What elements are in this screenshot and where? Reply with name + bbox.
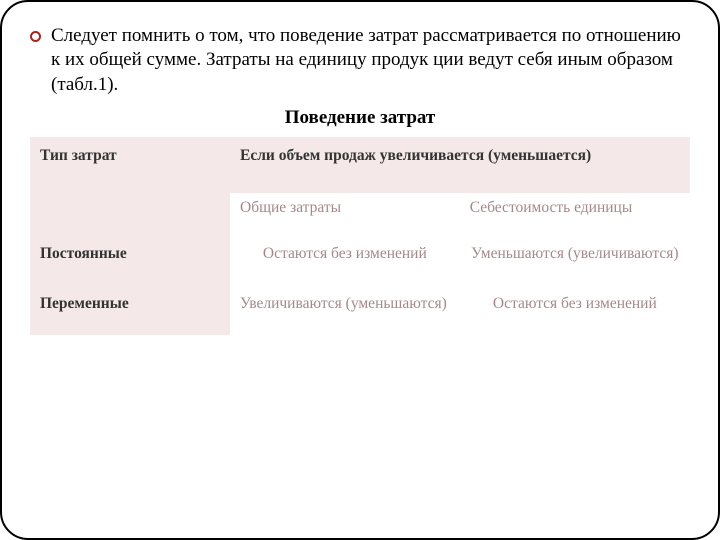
row-label-fixed: Постоянные	[30, 235, 230, 285]
cell-variable-unit: Остаются без изменений	[460, 285, 690, 335]
table-header-row: Тип затрат Если объем продаж увеличивает…	[30, 137, 690, 193]
table-row: Переменные Увеличиваются (уменьшаются) О…	[30, 285, 690, 335]
intro-text: Следует помнить о том, что поведение зат…	[51, 24, 690, 97]
cell-fixed-total: Остаются без изменений	[230, 235, 460, 285]
row-label-variable: Переменные	[30, 285, 230, 335]
header-condition: Если объем продаж увеличивается (уменьша…	[230, 137, 690, 193]
table-title: Поведение затрат	[30, 107, 690, 129]
table-row: Постоянные Остаются без изменений Уменьш…	[30, 235, 690, 285]
cost-behavior-table: Тип затрат Если объем продаж увеличивает…	[30, 137, 690, 335]
subheader-total: Общие затраты	[230, 193, 460, 235]
subheader-unit: Себестоимость единицы	[460, 193, 690, 235]
header-type: Тип затрат	[30, 137, 230, 235]
cell-fixed-unit: Уменьшаются (увеличиваются)	[460, 235, 690, 285]
intro-block: Следует помнить о том, что поведение зат…	[30, 24, 690, 97]
bullet-icon	[30, 31, 41, 42]
cell-variable-total: Увеличиваются (уменьшаются)	[230, 285, 460, 335]
